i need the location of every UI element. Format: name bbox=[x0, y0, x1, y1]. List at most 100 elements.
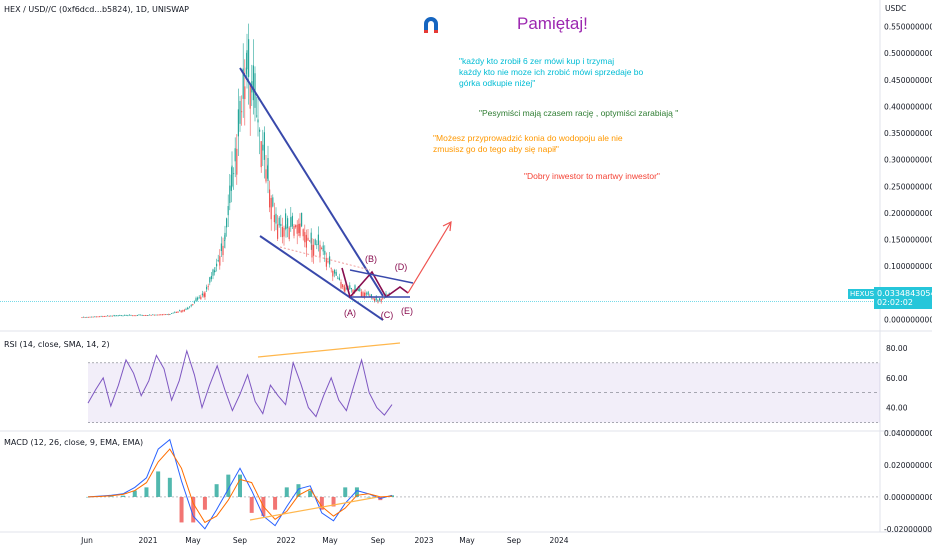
candle-body bbox=[281, 226, 283, 238]
time-tick-label: Sep bbox=[507, 536, 521, 545]
candle-body bbox=[252, 65, 254, 101]
rsi-line bbox=[87, 349, 393, 418]
time-tick-label: Sep bbox=[371, 536, 385, 545]
candle-body bbox=[206, 286, 208, 290]
candle-body bbox=[277, 224, 279, 239]
candle-body bbox=[359, 288, 361, 292]
candle-body bbox=[321, 248, 323, 249]
candle-body bbox=[138, 314, 140, 316]
candle-body bbox=[150, 314, 152, 316]
candle-body bbox=[285, 213, 287, 229]
candle-body bbox=[146, 315, 148, 316]
candle-body bbox=[280, 223, 282, 227]
candle-body bbox=[216, 263, 218, 267]
time-tick-label: 2021 bbox=[138, 536, 157, 545]
price-tick-label: 0.0000000000 bbox=[884, 315, 932, 324]
macd-line bbox=[87, 438, 393, 530]
candle-body bbox=[288, 227, 290, 240]
candle-body bbox=[234, 148, 236, 162]
candle-body bbox=[160, 314, 162, 316]
candle-body bbox=[172, 312, 174, 314]
wave-label: (A) bbox=[344, 308, 356, 318]
candle-body bbox=[233, 173, 235, 175]
macd-histogram-bar bbox=[296, 484, 301, 497]
candle-body bbox=[177, 311, 179, 313]
candle-body bbox=[210, 275, 212, 280]
candle-body bbox=[107, 315, 109, 317]
candle-body bbox=[350, 287, 352, 290]
candle-body bbox=[273, 215, 275, 223]
time-tick-label: Sep bbox=[233, 536, 247, 545]
candle-body bbox=[344, 287, 346, 291]
candle-body bbox=[237, 109, 239, 137]
last-price-value: 0.0334843054 bbox=[877, 289, 932, 298]
candle-body bbox=[165, 314, 167, 316]
candle-body bbox=[343, 286, 345, 291]
candle-body bbox=[324, 250, 326, 255]
wave-label: (C) bbox=[381, 310, 394, 320]
candle-body bbox=[136, 315, 138, 316]
candle-body bbox=[275, 213, 277, 224]
candle-body bbox=[325, 257, 327, 267]
rsi-tick-label: 80.00 bbox=[886, 344, 908, 353]
candle-body bbox=[120, 315, 122, 317]
time-tick-label: May bbox=[459, 536, 475, 545]
candle-body bbox=[197, 297, 199, 300]
macd-histogram-bar bbox=[366, 496, 371, 498]
candle-body bbox=[379, 298, 381, 301]
candle-body bbox=[309, 240, 311, 242]
candle-body bbox=[299, 223, 301, 236]
candle-body bbox=[352, 289, 354, 295]
rsi-label: RSI (14, close, SMA, 14, 2) bbox=[4, 340, 110, 349]
candle-body bbox=[227, 206, 229, 216]
macd-histogram-bar bbox=[214, 484, 219, 497]
candle-body bbox=[220, 243, 222, 252]
candle-body bbox=[86, 316, 88, 318]
candle-body bbox=[185, 308, 187, 310]
candle-body bbox=[265, 169, 267, 182]
candle-body bbox=[97, 316, 99, 318]
macd-histogram-bar bbox=[343, 487, 348, 497]
macd-histogram-bar bbox=[284, 487, 289, 497]
candle-body bbox=[105, 316, 107, 317]
macd-label: MACD (12, 26, close, 9, EMA, EMA) bbox=[4, 438, 144, 447]
candle-body bbox=[83, 316, 85, 318]
candle-body bbox=[198, 297, 200, 299]
macd-histogram-bar bbox=[132, 490, 137, 497]
candle-body bbox=[311, 244, 313, 258]
candle-body bbox=[231, 165, 233, 187]
candle-body bbox=[209, 277, 211, 283]
candle-body bbox=[203, 293, 205, 297]
candle-body bbox=[382, 298, 384, 300]
candle-body bbox=[380, 299, 382, 302]
trendline-dashed bbox=[279, 246, 371, 271]
candle-body bbox=[342, 284, 344, 287]
candle-body bbox=[248, 39, 250, 77]
candle-body bbox=[304, 232, 306, 243]
candle-body bbox=[117, 315, 119, 317]
candle-countdown: 02:02:02 bbox=[877, 298, 913, 307]
rsi-divergence-line bbox=[257, 342, 401, 358]
candle-body bbox=[357, 288, 359, 291]
symbol-tag: HEXUSDC bbox=[848, 289, 887, 299]
candle-body bbox=[87, 316, 89, 318]
candle-body bbox=[163, 314, 165, 316]
candle-body bbox=[143, 315, 145, 316]
time-tick-label: May bbox=[185, 536, 201, 545]
candle-body bbox=[322, 245, 324, 252]
candle-body bbox=[332, 271, 334, 273]
candle-body bbox=[125, 314, 127, 316]
candle-body bbox=[374, 299, 376, 302]
candle-body bbox=[310, 232, 312, 244]
candle-body bbox=[204, 292, 206, 297]
candle-body bbox=[147, 315, 149, 316]
candle-body bbox=[179, 310, 181, 312]
trendline-lower bbox=[259, 235, 384, 321]
